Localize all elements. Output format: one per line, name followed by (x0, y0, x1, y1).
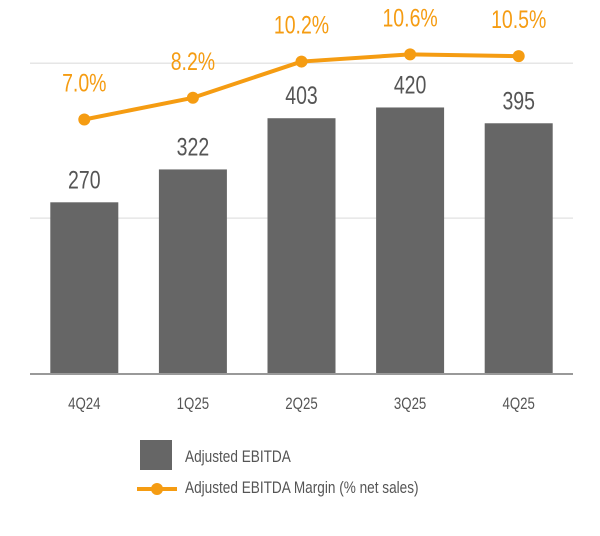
margin-value-label: 8.2% (171, 47, 215, 75)
bar-value-label: 403 (285, 82, 318, 110)
bar-3Q25 (376, 107, 445, 373)
x-tick-label: 1Q25 (177, 395, 209, 414)
margin-point-2Q25 (295, 55, 308, 68)
margin-value-label: 7.0% (62, 69, 106, 97)
bar-4Q25 (484, 123, 553, 373)
legend-line-marker (151, 483, 163, 495)
bar-value-label: 322 (177, 133, 210, 161)
margin-value-label: 10.6% (382, 4, 437, 32)
bar-value-label: 420 (394, 71, 427, 99)
margin-point-3Q25 (404, 48, 417, 61)
bar-value-label: 395 (502, 87, 535, 115)
bar-2Q25 (267, 118, 336, 373)
margin-point-1Q25 (186, 91, 199, 104)
margin-point-4Q25 (512, 50, 525, 63)
margin-value-label: 10.2% (274, 11, 329, 39)
legend-bar-swatch (140, 440, 172, 470)
bar-value-label: 270 (68, 166, 101, 194)
x-tick-label: 4Q25 (502, 395, 534, 414)
x-tick-label: 4Q24 (68, 395, 101, 414)
legend-line-label: Adjusted EBITDA Margin (% net sales) (185, 478, 419, 497)
bar-4Q24 (50, 202, 119, 373)
bar-1Q25 (158, 169, 227, 373)
x-tick-label: 3Q25 (394, 395, 426, 414)
margin-value-label: 10.5% (491, 6, 546, 34)
x-tick-label: 2Q25 (285, 395, 317, 414)
margin-point-4Q24 (78, 113, 91, 126)
legend-bar-label: Adjusted EBITDA (185, 447, 291, 466)
